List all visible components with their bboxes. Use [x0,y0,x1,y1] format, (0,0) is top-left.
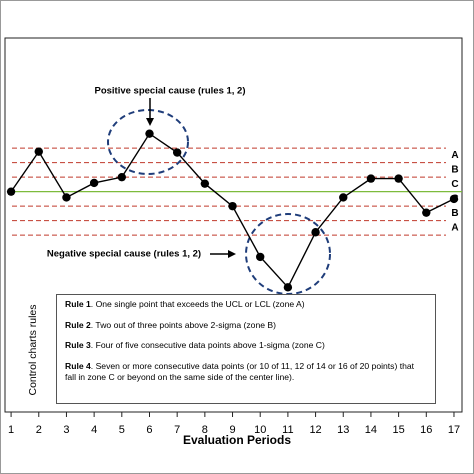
arrow-head [228,250,236,258]
x-axis-label: Evaluation Periods [183,433,291,447]
data-point [89,178,99,188]
data-point [283,283,293,292]
zone-label: A [451,223,458,234]
series-line [10,132,455,289]
data-point [422,208,431,217]
rules-title: Control charts rules [27,304,39,395]
rule: Rule 3. Four of five consecutive data po… [65,340,427,352]
x-tick-label: 11 [282,424,293,436]
rule: Rule 1. One single point that exceeds th… [65,299,427,311]
data-point [145,129,154,138]
x-tick-label: 2 [36,424,42,436]
x-tick-label: 9 [229,424,235,436]
rule-label: Rule 2 [65,319,91,330]
x-tick-label: 10 [254,424,266,436]
x-tick-label: 16 [420,424,432,436]
data-point [339,193,348,202]
x-tick-label: 13 [337,424,349,436]
annotation: Negative special cause (rules 1, 2) [47,249,201,260]
rule: Rule 4. Seven or more consecutive data p… [65,361,427,384]
x-tick-label: 8 [202,424,208,436]
zone-label: B [451,208,458,219]
data-point [394,174,403,183]
data-point [62,193,71,202]
data-point [366,174,376,183]
data-point [117,172,127,182]
rule: Rule 2. Two out of three points above 2-… [65,320,427,332]
x-tick-label: 3 [63,424,69,436]
x-tick-label: 15 [392,424,404,436]
zone-label: C [451,179,458,190]
rule-text: . One single point that exceeds the UCL … [90,299,305,309]
data-point [256,252,265,262]
annotation: Positive special cause (rules 1, 2) [94,86,245,97]
x-tick-label: 17 [448,424,460,436]
rule-text: . Four of five consecutive data points a… [90,340,325,351]
zone-label: B [451,165,458,176]
highlight-ellipse [107,109,189,175]
data-point [6,187,16,196]
data-point [34,147,43,156]
rule-text: . Two out of three points above 2-sigma … [90,319,276,330]
x-tick-label: 14 [365,424,377,436]
rule-label: Rule 3 [65,340,91,351]
x-tick-label: 12 [309,424,321,436]
zone-label: A [451,150,458,161]
data-point [172,148,182,157]
rule-label: Rule 1 [65,299,91,309]
arrow-head [146,118,154,126]
x-tick-label: 7 [174,424,180,436]
x-tick-label: 6 [146,424,152,436]
x-tick-label: 4 [91,424,97,436]
x-tick-label: 1 [8,424,14,436]
data-point [228,201,237,211]
x-tick-label: 5 [119,424,125,436]
rule-label: Rule 4 [65,360,91,371]
data-point [311,228,320,237]
data-point [449,194,459,204]
plot-frame [4,37,463,413]
rule-text: . Seven or more consecutive data points … [65,360,415,383]
rules-box: Rule 1. One single point that exceeds th… [56,294,436,404]
data-point [200,179,210,188]
